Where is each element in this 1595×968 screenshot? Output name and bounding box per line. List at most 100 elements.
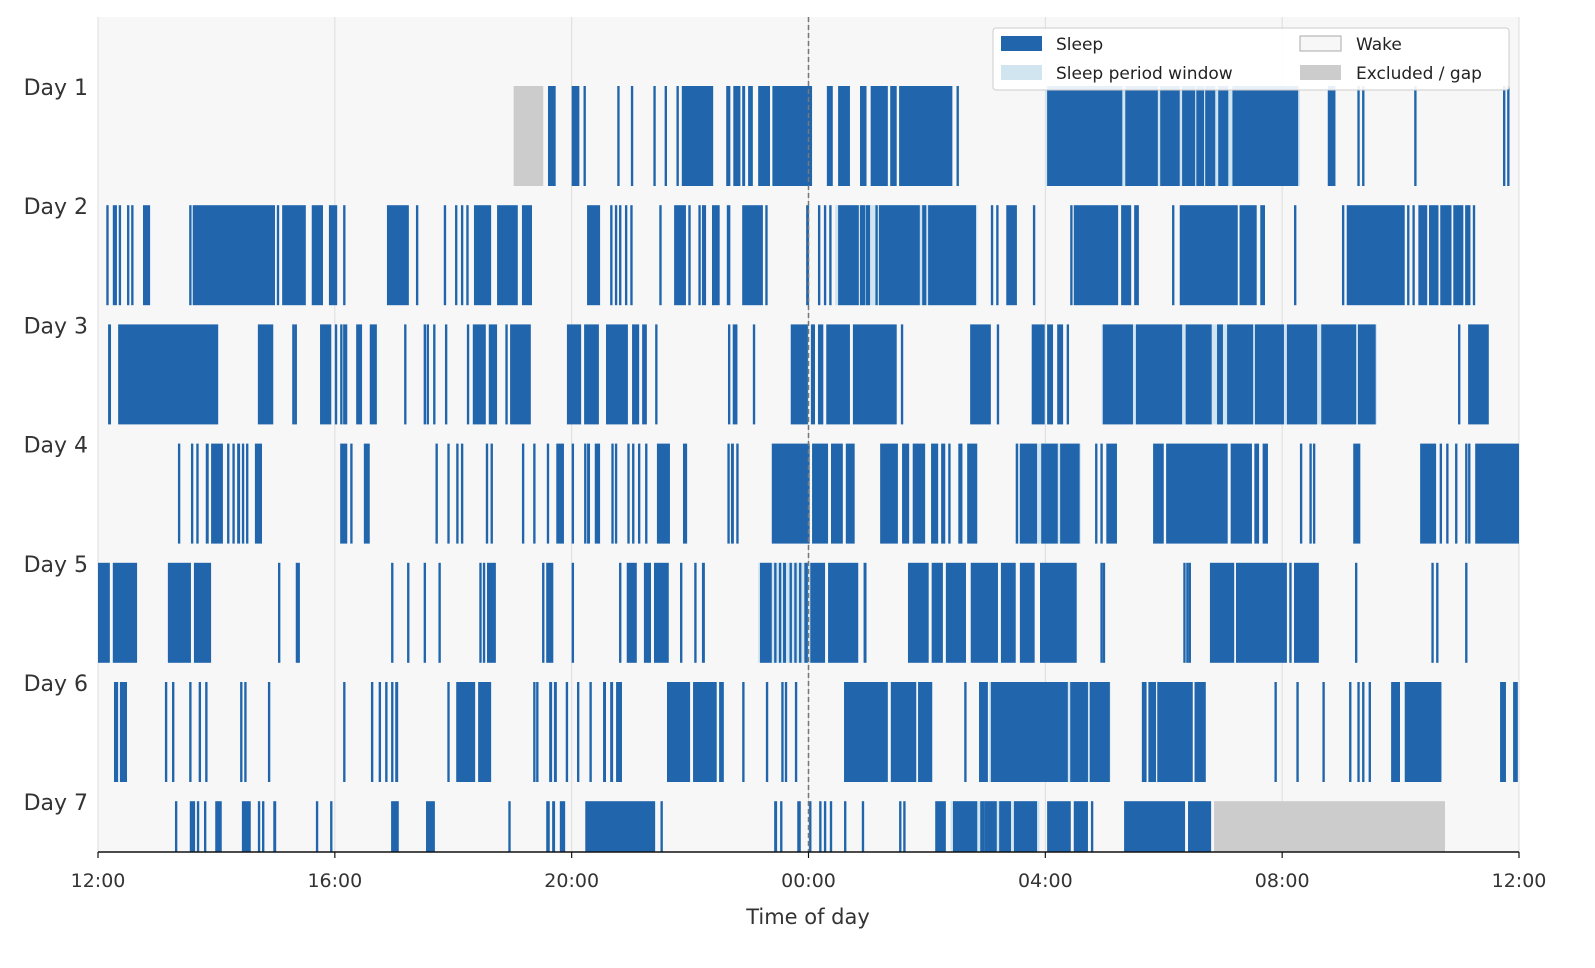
sleep-bar <box>1057 324 1064 425</box>
sleep-bar <box>781 682 784 782</box>
sleep-bar <box>1412 205 1415 306</box>
day-label: Day 7 <box>24 791 88 816</box>
sleep-bar <box>999 801 1011 852</box>
sleep-bar <box>369 324 377 425</box>
sleep-bar <box>455 205 458 306</box>
sleep-bar <box>391 801 399 852</box>
sleep-bar <box>552 801 556 852</box>
sleep-bar <box>1294 205 1297 306</box>
sleep-bar <box>1230 443 1252 544</box>
sleep-bar <box>958 443 963 544</box>
sleep-bar <box>587 205 601 306</box>
sleep-bar <box>748 86 753 186</box>
sleep-bar <box>215 801 222 852</box>
sleep-bar <box>804 562 808 663</box>
sleep-bar <box>664 86 667 186</box>
day-row <box>113 682 1518 782</box>
sleep-bar <box>343 324 348 425</box>
sleep-bar <box>203 801 207 852</box>
sleep-bar <box>386 205 409 306</box>
sleep-bar <box>682 443 688 544</box>
sleep-bar <box>659 205 662 306</box>
sleep-bar <box>1125 86 1158 186</box>
sleep-bar <box>1312 443 1316 544</box>
sleep-bar <box>118 324 219 425</box>
day-label: Day 5 <box>24 553 88 578</box>
sleep-bar <box>610 682 614 782</box>
sleep-bar <box>257 801 261 852</box>
sleep-bar <box>979 682 988 782</box>
sleep-bar <box>1185 324 1212 425</box>
sleep-bar <box>774 801 778 852</box>
sleep-bar <box>488 324 498 425</box>
sleep-bar <box>589 682 592 782</box>
sleep-bar <box>742 205 763 306</box>
sleep-bar <box>404 324 407 425</box>
sleep-bar <box>559 801 566 852</box>
sleep-bar <box>1089 682 1110 782</box>
sleep-bar <box>653 562 669 663</box>
sleep-bar <box>996 324 1000 425</box>
sleep-bar <box>237 443 241 544</box>
sleep-bar <box>1183 562 1186 663</box>
sleep-bar <box>918 682 933 782</box>
sleep-bar <box>1420 443 1437 544</box>
sleep-bar <box>742 86 746 186</box>
sleep-bar <box>585 801 656 852</box>
legend-label-sleep: Sleep <box>1056 35 1103 55</box>
sleep-bar <box>113 682 119 782</box>
sleep-bar <box>643 562 652 663</box>
sleep-bar <box>1322 682 1325 782</box>
sleep-bar <box>875 205 878 306</box>
sleep-bar <box>510 324 531 425</box>
sleep-bar <box>542 562 545 663</box>
sleep-bar <box>1194 682 1206 782</box>
sleep-bar <box>443 205 447 306</box>
sleep-bar <box>1436 562 1439 663</box>
sleep-bar <box>1070 682 1088 782</box>
sleep-bar <box>964 682 967 782</box>
legend-label-wake: Wake <box>1356 35 1402 55</box>
sleep-bar <box>456 443 459 544</box>
sleep-bar <box>878 205 920 306</box>
sleep-bar <box>112 562 138 663</box>
sleep-bar <box>1500 682 1506 782</box>
sleep-bar <box>1182 86 1196 186</box>
sleep-bar <box>742 682 745 782</box>
sleep-bar <box>257 324 274 425</box>
sleep-bar <box>1166 443 1228 544</box>
sleep-bar <box>391 682 394 782</box>
sleep-bar <box>508 801 511 852</box>
legend-swatch-wake <box>1299 35 1342 52</box>
sleep-bar <box>1090 801 1094 852</box>
sleep-bar <box>131 205 134 306</box>
sleep-bar <box>1134 205 1139 306</box>
sleep-bar <box>899 801 902 852</box>
sleep-bar <box>167 562 191 663</box>
sleep-bar <box>490 443 493 544</box>
sleep-bar <box>435 443 438 544</box>
day-label: Day 6 <box>24 672 88 697</box>
sleep-bar <box>378 682 382 782</box>
sleep-bar <box>844 801 847 852</box>
sleep-bar <box>466 324 470 425</box>
sleep-bar <box>472 324 486 425</box>
sleep-bar <box>688 205 691 306</box>
sleep-bar <box>343 682 346 782</box>
sleep-bar <box>189 682 192 782</box>
sleep-bar <box>624 205 628 306</box>
legend-swatch-window <box>1001 65 1042 80</box>
sleep-bar <box>447 443 450 544</box>
sleep-bar <box>426 801 435 852</box>
x-tick-label: 00:00 <box>781 870 836 892</box>
sleep-bar <box>1239 205 1257 306</box>
sleep-bar <box>546 443 550 544</box>
sleep-bar <box>1102 562 1106 663</box>
sleep-bar <box>970 562 998 663</box>
sleep-bar <box>1407 205 1410 306</box>
sleep-bar <box>1100 562 1103 663</box>
sleep-bar <box>1217 324 1223 425</box>
sleep-bar <box>674 205 686 306</box>
sleep-bar <box>174 801 178 852</box>
x-tick-label: 12:00 <box>71 870 126 892</box>
